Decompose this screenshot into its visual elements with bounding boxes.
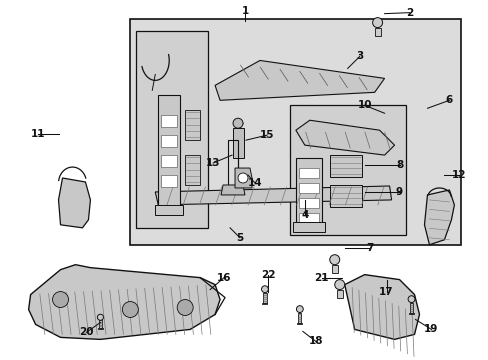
Circle shape: [97, 314, 103, 320]
Bar: [130, 19, 461, 245]
Text: 22: 22: [260, 270, 275, 280]
Bar: [331, 265, 337, 273]
Text: 6: 6: [445, 95, 452, 105]
Text: 14: 14: [247, 178, 262, 188]
Text: 21: 21: [314, 273, 328, 283]
Bar: [295, 158, 321, 228]
Polygon shape: [295, 120, 394, 155]
Text: 5: 5: [236, 233, 243, 243]
Circle shape: [52, 292, 68, 307]
Polygon shape: [221, 185, 244, 195]
Bar: [298, 213, 318, 223]
Text: 2: 2: [405, 8, 412, 18]
Circle shape: [407, 296, 414, 302]
Circle shape: [233, 118, 243, 128]
Text: 3: 3: [355, 51, 363, 62]
Text: 13: 13: [205, 158, 220, 168]
Bar: [136, 31, 208, 228]
Bar: [329, 155, 361, 177]
Polygon shape: [29, 265, 220, 339]
Circle shape: [238, 173, 247, 183]
Text: 16: 16: [216, 273, 231, 283]
Text: 11: 11: [30, 129, 45, 139]
Text: 15: 15: [259, 130, 274, 140]
Bar: [158, 95, 180, 210]
Text: 7: 7: [365, 243, 372, 253]
Bar: [161, 135, 177, 147]
Circle shape: [261, 286, 268, 293]
Bar: [409, 302, 412, 312]
Bar: [297, 323, 302, 324]
Circle shape: [329, 255, 339, 265]
Bar: [227, 140, 238, 185]
Circle shape: [122, 302, 138, 318]
Text: 19: 19: [424, 324, 438, 334]
Bar: [298, 183, 318, 193]
Text: 12: 12: [451, 170, 466, 180]
Text: 20: 20: [79, 327, 94, 337]
Text: 10: 10: [357, 100, 371, 110]
Circle shape: [296, 306, 303, 312]
Circle shape: [372, 18, 382, 28]
Bar: [298, 312, 301, 323]
Polygon shape: [59, 178, 90, 228]
Bar: [263, 293, 266, 303]
Bar: [329, 185, 361, 207]
Text: 18: 18: [308, 336, 323, 346]
Circle shape: [177, 300, 193, 315]
Bar: [298, 198, 318, 208]
Bar: [408, 312, 413, 314]
Bar: [298, 168, 318, 178]
Bar: [185, 155, 200, 185]
Bar: [98, 328, 102, 329]
Text: 8: 8: [395, 160, 403, 170]
Bar: [336, 289, 342, 298]
Polygon shape: [235, 168, 251, 188]
Polygon shape: [424, 190, 453, 245]
Text: 4: 4: [301, 210, 308, 220]
Bar: [161, 175, 177, 187]
Polygon shape: [215, 60, 384, 100]
Bar: [289, 105, 405, 235]
Bar: [161, 155, 177, 167]
Bar: [99, 320, 102, 328]
Text: 17: 17: [379, 287, 393, 297]
Polygon shape: [344, 275, 419, 339]
Bar: [233, 128, 244, 158]
Text: 9: 9: [395, 187, 402, 197]
Bar: [262, 303, 267, 305]
Bar: [161, 115, 177, 127]
Polygon shape: [155, 186, 391, 205]
Bar: [155, 205, 183, 215]
Circle shape: [334, 280, 344, 289]
Text: 1: 1: [241, 6, 248, 15]
Bar: [292, 222, 324, 232]
Bar: [185, 110, 200, 140]
Bar: [374, 28, 380, 36]
